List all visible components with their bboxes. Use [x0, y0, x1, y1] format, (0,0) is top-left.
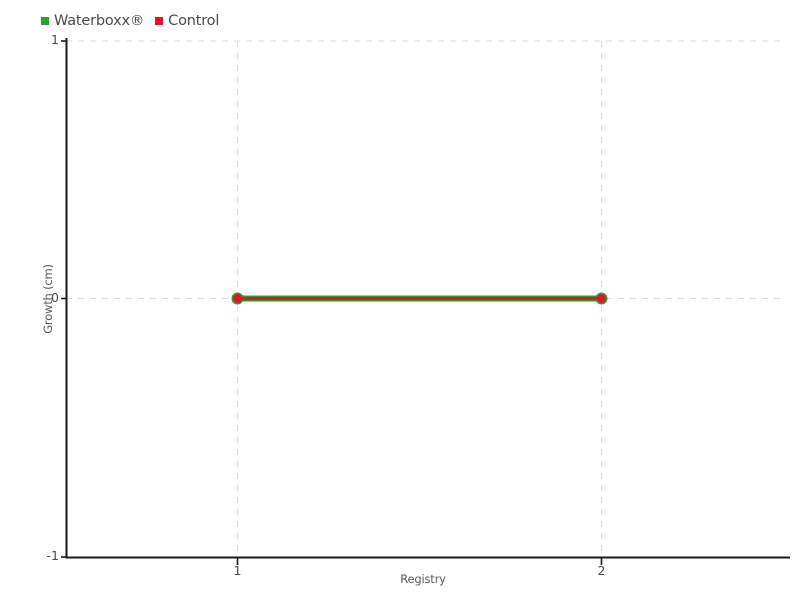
- series-control: [233, 294, 606, 303]
- ytick-label-1: 1: [51, 32, 59, 47]
- legend-swatch-waterboxx: [41, 17, 49, 25]
- xtick-label-1: 1: [233, 563, 242, 578]
- xtick-label-1-wrap: 1: [218, 560, 258, 579]
- ytick-label-neg1: -1: [46, 548, 59, 563]
- legend-item-control[interactable]: Control: [155, 14, 219, 29]
- legend-label-control: Control: [168, 12, 220, 29]
- ytick-label-1-wrap: 1: [35, 32, 59, 48]
- y-axis-label: Growth (cm): [41, 264, 55, 334]
- legend-swatch-control: [155, 17, 164, 25]
- ytick-label-0-wrap: 0: [35, 289, 59, 306]
- x-axis-label: Registry: [400, 572, 446, 586]
- xtick-label-2-wrap: 2: [582, 560, 622, 579]
- legend-label-waterboxx: Waterboxx®: [54, 12, 145, 29]
- ytick-label-neg1-wrap: -1: [35, 548, 59, 564]
- data-point-control-2: [597, 294, 606, 303]
- data-point-control-1: [233, 294, 242, 303]
- xtick-label-2: 2: [597, 563, 606, 578]
- chart-legend: Waterboxx® Control: [41, 12, 230, 30]
- legend-item-waterboxx[interactable]: Waterboxx®: [41, 14, 144, 29]
- ytick-label-0: 0: [51, 289, 59, 305]
